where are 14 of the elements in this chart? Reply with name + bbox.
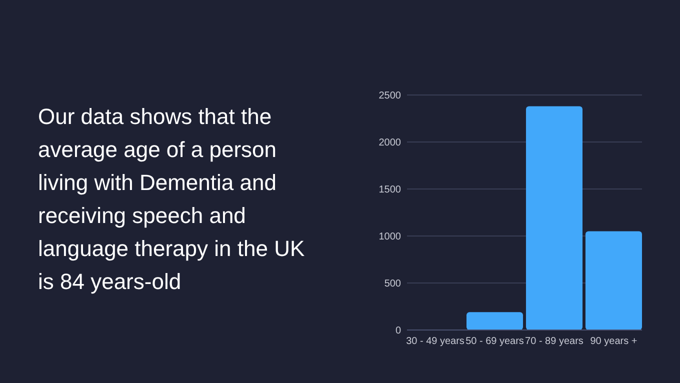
y-tick-label: 0 [395, 326, 402, 336]
y-tick-label: 1500 [378, 184, 402, 196]
x-tick-label: 50 - 69 years [466, 336, 524, 347]
y-tick-label: 1000 [378, 232, 402, 242]
y-tick-label: 2000 [378, 138, 402, 148]
bar [585, 231, 642, 330]
y-tick-label: 500 [384, 278, 402, 290]
text: Our data shows that the average age of a person living with Dementia and receiving speech and language therapy in the UK is 84 years-old [38, 104, 305, 294]
bar [526, 106, 583, 330]
x-tick-label: 70 - 89 years [525, 336, 584, 347]
x-tick-label: 30 - 49 years [406, 336, 464, 347]
x-tick-label: 90 years + [590, 336, 638, 347]
bar [466, 312, 524, 330]
y-tick-label: 2500 [378, 90, 402, 102]
